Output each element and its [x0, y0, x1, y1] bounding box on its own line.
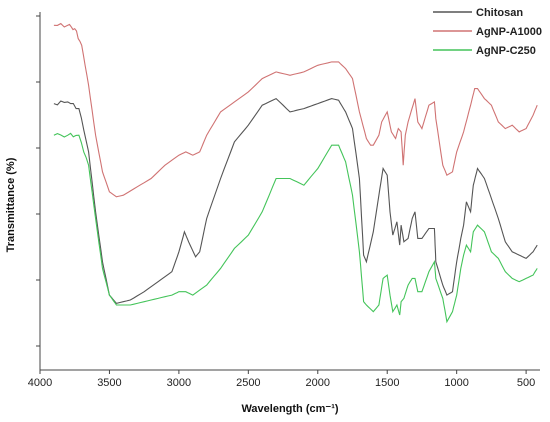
x-axis-ticks: 4000 3500 3000 2500 2000 1500 1000 500 — [28, 370, 535, 389]
x-tick-label: 3000 — [167, 377, 191, 389]
x-tick-label: 2500 — [236, 377, 260, 389]
series-line-agnp-c250 — [53, 132, 538, 324]
legend-label-agnp-a1000: AgNP-A1000 — [476, 26, 542, 38]
axes — [39, 12, 540, 371]
x-tick-label: 3500 — [97, 377, 121, 389]
x-tick-label: 1500 — [375, 377, 399, 389]
series-line-agnp-a1000 — [53, 22, 538, 198]
series-lines — [53, 22, 538, 324]
y-axis-label: Transmittance (%) — [5, 157, 17, 252]
series-line-chitosan — [53, 97, 538, 305]
x-tick-label: 4000 — [28, 377, 52, 389]
x-tick-label: 500 — [517, 377, 535, 389]
legend-label-chitosan: Chitosan — [476, 7, 523, 19]
legend-label-agnp-c250: AgNP-C250 — [476, 45, 536, 57]
legend: Chitosan AgNP-A1000 AgNP-C250 — [433, 7, 542, 57]
y-axis-ticks — [36, 15, 40, 347]
x-axis-label: Wavelength (cm⁻¹) — [241, 403, 338, 415]
x-tick-label: 1000 — [444, 377, 468, 389]
x-tick-label: 2000 — [306, 377, 330, 389]
